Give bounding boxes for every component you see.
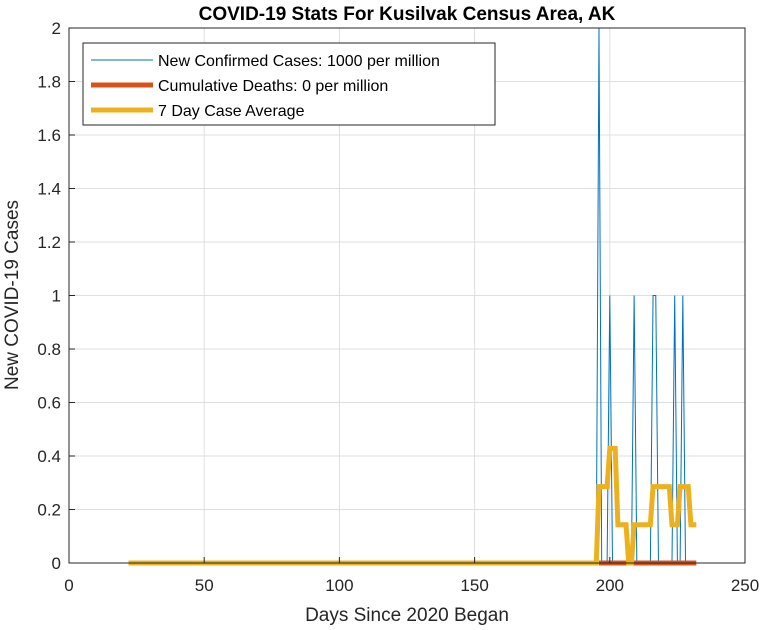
x-tick-label: 50 <box>195 576 214 595</box>
y-tick-label: 0.8 <box>37 340 61 359</box>
ticks: 0 50 100 150 200 250 0 0.2 0.4 0.6 0.8 1 1.2 1.4 1.6 1.… <box>37 19 759 595</box>
x-tick-label: 250 <box>731 576 759 595</box>
y-tick-label: 0.6 <box>37 394 61 413</box>
y-tick-label: 0 <box>52 554 61 573</box>
y-axis-label: New COVID-19 Cases <box>2 200 23 390</box>
y-tick-label: 2 <box>52 19 61 38</box>
x-tick-label: 100 <box>325 576 353 595</box>
legend: New Confirmed Cases: 1000 per million Cu… <box>82 42 496 126</box>
y-tick-label: 1.2 <box>37 233 61 252</box>
y-tick-label: 1 <box>52 287 61 306</box>
x-axis-label: Days Since 2020 Began <box>305 605 509 626</box>
x-tick-label: 0 <box>64 576 73 595</box>
legend-label-deaths: Cumulative Deaths: 0 per million <box>158 78 388 95</box>
y-tick-label: 1.6 <box>37 126 61 145</box>
y-tick-label: 0.2 <box>37 501 61 520</box>
legend-label-7day-average: 7 Day Case Average <box>158 103 305 120</box>
legend-label-new-cases: New Confirmed Cases: 1000 per million <box>158 53 440 70</box>
chart-title: COVID-19 Stats For Kusilvak Census Area,… <box>199 4 616 25</box>
y-tick-label: 1.8 <box>37 73 61 92</box>
y-tick-label: 0.4 <box>37 447 61 466</box>
x-tick-label: 200 <box>596 576 624 595</box>
y-tick-label: 1.4 <box>37 180 61 199</box>
x-tick-label: 150 <box>460 576 488 595</box>
series-7day-average-line <box>128 445 697 566</box>
